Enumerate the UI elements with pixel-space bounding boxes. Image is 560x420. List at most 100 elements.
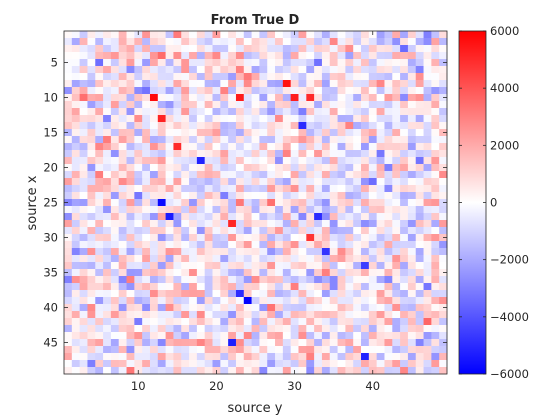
heatmap-cell [142,178,151,186]
heatmap-cell [431,353,440,361]
heatmap-cell [212,73,221,81]
heatmap-cell [384,52,393,60]
heatmap-cell [149,304,159,312]
heatmap-cell [275,234,284,242]
heatmap-cell [431,94,440,102]
heatmap-cell [110,164,120,172]
heatmap-cell [275,52,284,60]
heatmap-cell [126,192,135,200]
heatmap-cell [384,241,393,249]
heatmap-cell [361,311,370,319]
heatmap-cell [142,311,151,319]
heatmap-cell [329,353,338,361]
heatmap-cell [267,115,276,123]
heatmap-cell [275,122,284,130]
heatmap-cell [267,143,276,151]
heatmap-cell [407,31,417,39]
heatmap-cell [407,283,417,291]
heatmap-cell [181,353,190,361]
heatmap-cell [251,290,260,298]
heatmap-cell [361,248,370,256]
heatmap-cell [392,255,401,263]
heatmap-cell [157,332,166,340]
heatmap-cell [220,339,229,347]
heatmap-cell [431,31,440,39]
heatmap-cell [196,94,206,102]
heatmap-cell [118,192,127,200]
heatmap-cell [220,227,229,235]
heatmap-cell [212,276,221,284]
heatmap-cell [204,220,213,228]
heatmap-cell [64,276,73,284]
heatmap-cell [181,59,190,67]
heatmap-cell [157,346,166,354]
heatmap-cell [103,185,112,193]
heatmap-cell [275,325,284,333]
heatmap-cell [87,185,96,193]
heatmap-cell [126,297,135,305]
heatmap-cell [392,234,401,242]
heatmap-cell [212,227,221,235]
heatmap-cell [243,297,252,305]
heatmap-cell [431,248,440,256]
heatmap-cell [134,115,143,123]
heatmap-cell [173,38,182,46]
heatmap-cell [415,171,424,179]
heatmap-cell [95,346,104,354]
heatmap-cell [337,227,346,235]
heatmap-cell [212,38,221,46]
heatmap-cell [103,38,112,46]
heatmap-cell [267,206,276,214]
heatmap-cell [134,353,143,361]
heatmap-cell [196,311,206,319]
heatmap-cell [251,59,260,67]
heatmap-cell [87,115,96,123]
heatmap-cell [189,115,198,123]
heatmap-cell [314,59,323,67]
heatmap-cell [298,353,307,361]
heatmap-cell [243,199,252,207]
heatmap-cell [251,38,260,46]
heatmap-cell [189,192,198,200]
x-tick-label: 10 [131,379,146,393]
heatmap-cell [228,164,237,172]
colorbar [458,30,487,375]
heatmap-cell [337,66,346,74]
heatmap-cell [368,255,378,263]
heatmap-cell [118,101,127,109]
heatmap-cell [282,45,292,53]
heatmap-cell [282,94,292,102]
heatmap-cell [157,227,166,235]
heatmap-cell [368,136,378,144]
heatmap-cell [251,367,260,375]
heatmap-cell [228,52,237,60]
heatmap-cell [298,66,307,74]
heatmap-cell [431,367,440,375]
heatmap-cell [314,332,323,340]
heatmap-cell [267,283,276,291]
heatmap-cell [204,129,213,137]
heatmap-cell [345,73,354,81]
heatmap-cell [392,73,401,81]
heatmap-cell [149,45,159,53]
heatmap-cell [368,87,378,95]
heatmap-cell [220,80,229,88]
heatmap-cell [275,66,284,74]
heatmap-cell [165,199,174,207]
heatmap-cell [282,185,292,193]
heatmap-cell [71,283,80,291]
heatmap-cell [337,234,346,242]
heatmap-cell [126,45,135,53]
heatmap-cell [298,129,307,137]
heatmap-cell [64,339,73,347]
heatmap-cell [423,360,432,368]
heatmap-cell [220,311,229,319]
heatmap-cell [204,94,213,102]
heatmap-cell [290,38,299,46]
heatmap-cell [212,143,221,151]
heatmap-cell [71,346,80,354]
heatmap-cell [337,297,346,305]
heatmap-cell [228,213,237,221]
heatmap-cell [134,269,143,277]
heatmap-cell [353,234,362,242]
